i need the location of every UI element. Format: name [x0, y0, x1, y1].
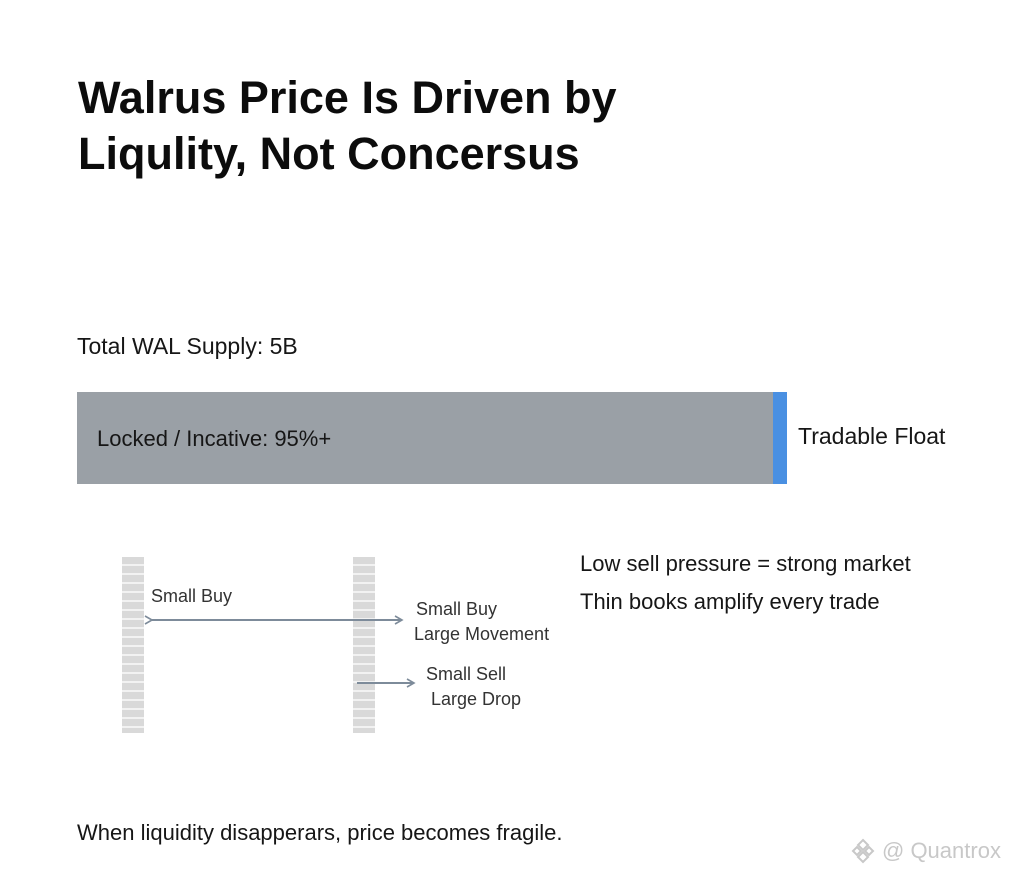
note-sell-pressure: Low sell pressure = strong market — [580, 551, 911, 576]
tradable-float-label: Tradable Float — [798, 423, 946, 449]
buy-effect-line-2: Large Movement — [414, 624, 550, 644]
total-supply-label: Total WAL Supply: 5B — [77, 333, 298, 359]
note-thin-books: Thin books amplify every trade — [580, 589, 880, 614]
watermark: @ Quantrox — [850, 838, 1001, 864]
locked-supply-label: Locked / Incative: 95%+ — [97, 426, 332, 451]
sell-effect-line-1: Small Sell — [426, 664, 507, 684]
page-title: Walrus Price Is Driven by Liqulity, Not … — [78, 70, 798, 182]
buy-effect-label: Small Buy Large Movement — [414, 597, 549, 647]
watermark-text: @ Quantrox — [882, 838, 1001, 863]
order-book-right — [353, 557, 375, 733]
footer-statement: When liquidity disapperars, price become… — [77, 820, 563, 845]
sell-effect-label: Small Sell Large Drop — [426, 662, 521, 712]
buy-effect-line-1: Small Buy — [416, 599, 498, 619]
sell-effect-line-2: Large Drop — [431, 689, 522, 709]
order-book-left — [122, 557, 144, 733]
tradable-float-segment — [773, 392, 787, 484]
title-line-2: Liqulity, Not Concersus — [78, 128, 580, 179]
binance-diamond-icon — [851, 838, 875, 864]
supply-bar: Locked / Incative: 95%+ — [77, 392, 787, 484]
small-buy-left-label: Small Buy — [151, 586, 233, 606]
title-line-1: Walrus Price Is Driven by — [78, 72, 617, 123]
